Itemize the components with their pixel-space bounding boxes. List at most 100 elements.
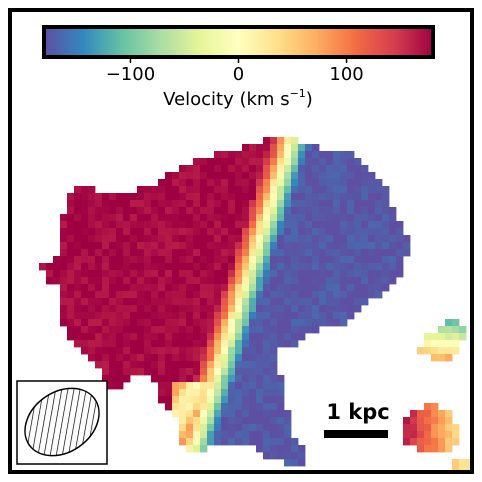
velocity-pixel (235, 368, 243, 376)
velocity-pixel (256, 221, 264, 229)
velocity-pixel (354, 242, 362, 250)
velocity-pixel (312, 235, 320, 243)
velocity-pixel (242, 368, 250, 376)
velocity-pixel (361, 263, 369, 271)
velocity-pixel (130, 305, 138, 313)
velocity-pixel (74, 326, 82, 334)
velocity-pixel (60, 214, 68, 222)
velocity-pixel (200, 389, 208, 397)
velocity-pixel (179, 270, 187, 278)
velocity-pixel (312, 263, 320, 271)
velocity-pixel (235, 256, 243, 264)
velocity-pixel (431, 347, 439, 355)
scale-bar-line (324, 430, 388, 438)
velocity-pixel (186, 277, 194, 285)
velocity-pixel (305, 186, 313, 194)
velocity-pixel (284, 319, 292, 327)
velocity-pixel (193, 375, 201, 383)
velocity-pixel (88, 284, 96, 292)
velocity-pixel (263, 445, 271, 453)
velocity-pixel (263, 396, 271, 404)
velocity-pixel (249, 158, 257, 166)
velocity-pixel (277, 249, 285, 257)
velocity-pixel (270, 375, 278, 383)
velocity-pixel (221, 214, 229, 222)
velocity-pixel (375, 284, 383, 292)
velocity-pixel (186, 389, 194, 397)
velocity-pixel (165, 270, 173, 278)
velocity-pixel (291, 459, 299, 467)
scale-bar: 1 kpc (324, 400, 390, 438)
velocity-pixel (242, 144, 250, 152)
velocity-pixel (263, 172, 271, 180)
velocity-pixel (445, 319, 453, 327)
velocity-pixel (221, 291, 229, 299)
velocity-pixel (361, 228, 369, 236)
velocity-pixel (249, 284, 257, 292)
velocity-pixel (214, 200, 222, 208)
velocity-pixel (158, 207, 166, 215)
velocity-pixel (81, 221, 89, 229)
velocity-pixel (137, 305, 145, 313)
velocity-pixel (88, 228, 96, 236)
velocity-pixel (333, 298, 341, 306)
velocity-pixel (347, 179, 355, 187)
velocity-pixel (151, 193, 159, 201)
velocity-pixel (179, 354, 187, 362)
velocity-pixel (88, 193, 96, 201)
velocity-pixel (102, 291, 110, 299)
velocity-pixel (326, 200, 334, 208)
velocity-pixel (221, 326, 229, 334)
velocity-pixel (270, 200, 278, 208)
velocity-pixel (179, 326, 187, 334)
velocity-pixel (235, 291, 243, 299)
velocity-pixel (291, 284, 299, 292)
velocity-pixel (221, 151, 229, 159)
velocity-pixel (333, 186, 341, 194)
velocity-pixel (214, 361, 222, 369)
velocity-pixel (116, 200, 124, 208)
velocity-pixel (88, 235, 96, 243)
velocity-pixel (277, 242, 285, 250)
velocity-pixel (81, 186, 89, 194)
velocity-pixel (431, 438, 439, 446)
velocity-pixel (326, 249, 334, 257)
velocity-pixel (102, 221, 110, 229)
velocity-pixel (207, 249, 215, 257)
velocity-pixel (333, 291, 341, 299)
velocity-pixel (256, 389, 264, 397)
velocity-pixel (438, 417, 446, 425)
velocity-pixel (424, 347, 432, 355)
velocity-pixel (193, 277, 201, 285)
velocity-pixel (347, 214, 355, 222)
velocity-pixel (123, 361, 131, 369)
velocity-pixel (284, 438, 292, 446)
velocity-pixel (256, 249, 264, 257)
velocity-pixel (284, 144, 292, 152)
velocity-pixel (382, 200, 390, 208)
velocity-pixel (95, 242, 103, 250)
velocity-pixel (88, 277, 96, 285)
velocity-pixel (291, 270, 299, 278)
velocity-pixel (305, 256, 313, 264)
velocity-pixel (81, 228, 89, 236)
velocity-pixel (340, 242, 348, 250)
velocity-pixel (172, 361, 180, 369)
velocity-pixel (137, 361, 145, 369)
velocity-pixel (368, 284, 376, 292)
velocity-pixel (347, 165, 355, 173)
velocity-pixel (347, 270, 355, 278)
velocity-pixel (60, 298, 68, 306)
velocity-pixel (431, 431, 439, 439)
velocity-pixel (81, 256, 89, 264)
velocity-pixel (347, 249, 355, 257)
velocity-pixel (389, 256, 397, 264)
velocity-pixel (228, 403, 236, 411)
velocity-pixel (116, 361, 124, 369)
velocity-pixel (361, 242, 369, 250)
velocity-pixel (123, 256, 131, 264)
velocity-pixel (116, 214, 124, 222)
velocity-pixel (228, 179, 236, 187)
velocity-pixel (375, 270, 383, 278)
velocity-pixel (312, 228, 320, 236)
